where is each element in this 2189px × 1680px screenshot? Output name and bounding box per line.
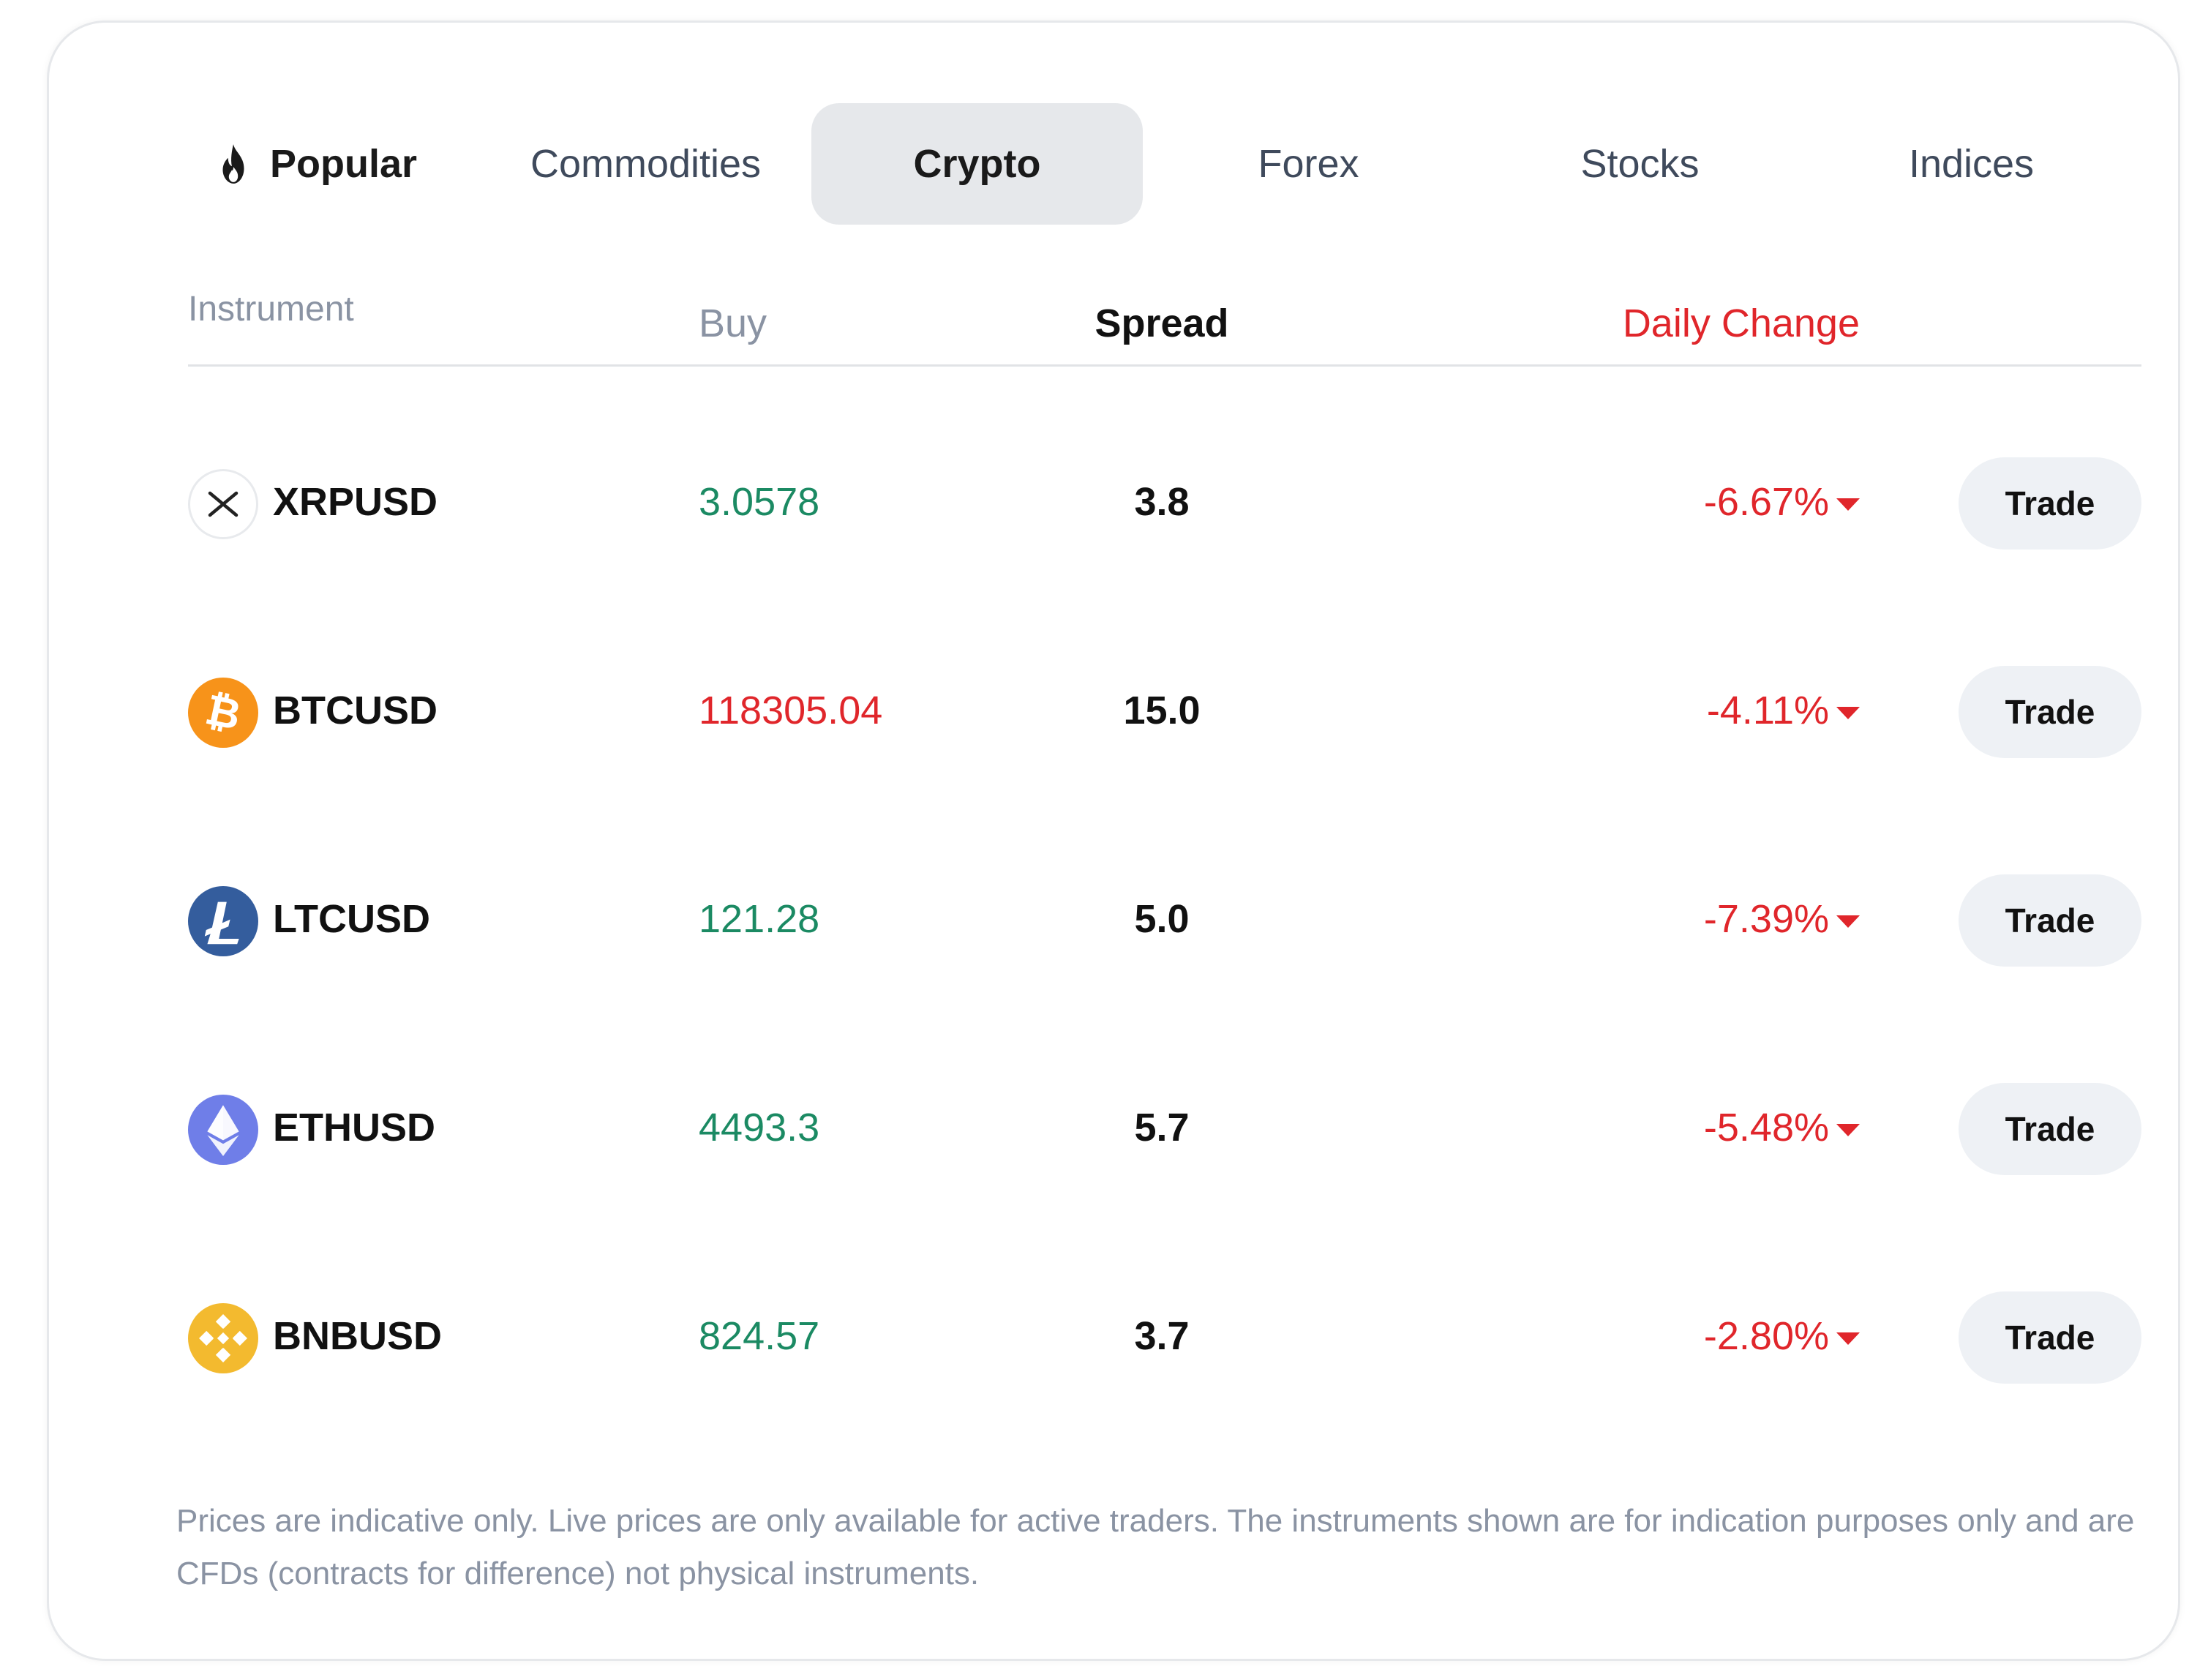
table-row: ETHUSD 4493.3 5.7 -5.48% Trade [188,1083,2141,1178]
caret-down-icon [1836,498,1860,511]
svg-text:₿: ₿ [201,686,244,739]
instrument-symbol: BTCUSD [273,689,438,732]
buy-price: 121.28 [699,897,820,941]
table-row: BNBUSD 824.57 3.7 -2.80% Trade [188,1291,2141,1387]
bnb-icon [188,1303,258,1373]
spread-value: 3.7 [1134,1314,1190,1358]
instrument-symbol: XRPUSD [273,480,438,524]
table-header: Instrument Buy Spread Daily Change [188,279,2141,367]
daily-change-value: -5.48% [1703,1106,1829,1150]
trade-button[interactable]: Trade [1959,457,2141,550]
caret-down-icon [1836,1123,1860,1136]
table-row: ₿ BTCUSD 118305.04 15.0 -4.11% Trade [188,666,2141,761]
spread-value: 15.0 [1123,689,1201,732]
ethereum-icon [188,1095,258,1165]
buy-price: 118305.04 [699,689,883,732]
spread-value: 3.8 [1134,480,1190,524]
table-row: XRPUSD 3.0578 3.8 -6.67% Trade [188,457,2141,552]
daily-change-value: -4.11% [1706,689,1829,732]
caret-down-icon [1836,706,1860,719]
buy-price: 3.0578 [699,480,820,524]
header-daily-change: Daily Change [1622,301,1860,345]
buy-price: 824.57 [699,1314,820,1358]
daily-change: -7.39% [1704,896,1860,942]
xrp-icon [188,469,258,539]
daily-change: -6.67% [1704,479,1860,525]
tab-popular[interactable]: Popular [149,103,480,225]
bitcoin-icon: ₿ [188,678,258,748]
tab-popular-label: Popular [270,142,418,186]
caret-down-icon [1836,1332,1860,1345]
daily-change-value: -2.80% [1703,1314,1829,1358]
tab-commodities[interactable]: Commodities [530,142,762,186]
tab-crypto[interactable]: Crypto [811,103,1143,225]
daily-change-value: -6.67% [1703,480,1829,524]
trade-button[interactable]: Trade [1959,1083,2141,1175]
markets-card: Popular Commodities Crypto Forex Stocks … [47,20,2180,1661]
instrument-symbol: LTCUSD [273,897,430,941]
fire-icon [214,143,252,185]
daily-change: -5.48% [1704,1105,1860,1150]
trade-button[interactable]: Trade [1959,874,2141,967]
tab-stocks[interactable]: Stocks [1580,142,1700,186]
header-spread: Spread [1094,301,1229,345]
trade-button[interactable]: Trade [1959,666,2141,758]
tab-indices[interactable]: Indices [1908,142,2035,186]
market-tabs: Popular Commodities Crypto Forex Stocks … [149,103,2139,225]
daily-change-value: -7.39% [1703,897,1829,941]
tab-forex[interactable]: Forex [1258,142,1359,186]
trade-button[interactable]: Trade [1959,1291,2141,1384]
caret-down-icon [1836,915,1860,928]
header-buy: Buy [699,301,767,345]
buy-price: 4493.3 [699,1106,820,1150]
litecoin-icon [188,886,258,956]
disclaimer-text: Prices are indicative only. Live prices … [176,1503,2135,1591]
spread-value: 5.7 [1134,1106,1190,1150]
daily-change: -4.11% [1707,688,1860,733]
instrument-symbol: ETHUSD [273,1106,436,1150]
header-instrument: Instrument [188,290,354,329]
daily-change: -2.80% [1704,1313,1860,1359]
spread-value: 5.0 [1134,897,1190,941]
instrument-symbol: BNBUSD [273,1314,443,1358]
table-row: LTCUSD 121.28 5.0 -7.39% Trade [188,874,2141,970]
